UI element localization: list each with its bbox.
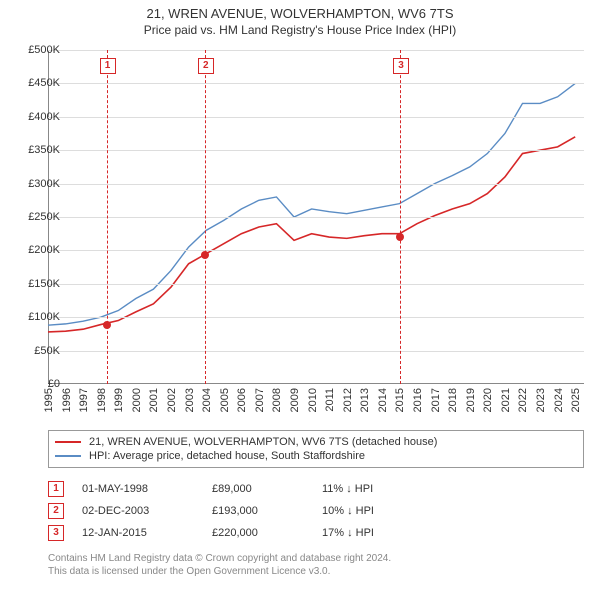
- x-axis-label: 2021: [500, 388, 512, 412]
- event-price: £220,000: [212, 527, 322, 539]
- event-diff: 17% ↓ HPI: [322, 527, 442, 539]
- event-row: 1 01-MAY-1998£89,00011% ↓ HPI: [48, 478, 584, 500]
- series-line: [48, 83, 575, 325]
- legend-item: HPI: Average price, detached house, Sout…: [55, 449, 577, 463]
- event-line: [400, 50, 401, 384]
- y-axis-label: £150K: [16, 278, 60, 290]
- event-marker: 3: [393, 58, 409, 74]
- x-axis-label: 2018: [447, 388, 459, 412]
- x-axis-label: 2024: [553, 388, 565, 412]
- gridline: [48, 351, 584, 352]
- x-axis-label: 2009: [289, 388, 301, 412]
- x-axis-label: 2020: [482, 388, 494, 412]
- legend-item: 21, WREN AVENUE, WOLVERHAMPTON, WV6 7TS …: [55, 435, 577, 449]
- event-dot: [201, 251, 209, 259]
- footer: Contains HM Land Registry data © Crown c…: [48, 552, 584, 578]
- event-diff: 11% ↓ HPI: [322, 483, 442, 495]
- x-axis-label: 2025: [570, 388, 582, 412]
- event-row: 2 02-DEC-2003£193,00010% ↓ HPI: [48, 500, 584, 522]
- y-axis-label: £300K: [16, 178, 60, 190]
- footer-line: This data is licensed under the Open Gov…: [48, 565, 584, 578]
- x-axis-label: 1997: [78, 388, 90, 412]
- x-axis-label: 1996: [61, 388, 73, 412]
- x-axis-label: 2001: [148, 388, 160, 412]
- series-line: [48, 137, 575, 332]
- x-axis-label: 2003: [184, 388, 196, 412]
- legend-label: 21, WREN AVENUE, WOLVERHAMPTON, WV6 7TS …: [89, 436, 437, 448]
- gridline: [48, 50, 584, 51]
- y-axis-label: £350K: [16, 144, 60, 156]
- gridline: [48, 284, 584, 285]
- x-axis-label: 2006: [236, 388, 248, 412]
- events-table: 1 01-MAY-1998£89,00011% ↓ HPI 2 02-DEC-2003…: [48, 478, 584, 544]
- legend-label: HPI: Average price, detached house, Sout…: [89, 450, 365, 462]
- x-axis-label: 1999: [113, 388, 125, 412]
- x-axis-label: 2019: [465, 388, 477, 412]
- x-axis-label: 1998: [96, 388, 108, 412]
- gridline: [48, 217, 584, 218]
- x-axis-label: 2014: [377, 388, 389, 412]
- y-axis-label: £500K: [16, 44, 60, 56]
- x-axis-label: 2015: [394, 388, 406, 412]
- x-axis-label: 2016: [412, 388, 424, 412]
- event-date: 12-JAN-2015: [82, 527, 212, 539]
- x-axis-label: 2017: [430, 388, 442, 412]
- y-axis-label: £250K: [16, 211, 60, 223]
- event-marker: 1: [100, 58, 116, 74]
- chart-area: 1 2 3: [48, 50, 584, 384]
- chart-title: 21, WREN AVENUE, WOLVERHAMPTON, WV6 7TS: [0, 0, 600, 21]
- gridline: [48, 317, 584, 318]
- y-axis-label: £50K: [16, 345, 60, 357]
- x-axis-label: 2023: [535, 388, 547, 412]
- legend-swatch: [55, 441, 81, 443]
- event-diff: 10% ↓ HPI: [322, 505, 442, 517]
- legend-swatch: [55, 455, 81, 457]
- event-num: 3: [48, 525, 64, 541]
- x-axis-label: 2010: [307, 388, 319, 412]
- x-axis-label: 2000: [131, 388, 143, 412]
- chart-subtitle: Price paid vs. HM Land Registry's House …: [0, 21, 600, 37]
- y-axis-label: £200K: [16, 244, 60, 256]
- gridline: [48, 150, 584, 151]
- footer-line: Contains HM Land Registry data © Crown c…: [48, 552, 584, 565]
- x-axis-label: 2022: [517, 388, 529, 412]
- x-axis-label: 2008: [271, 388, 283, 412]
- gridline: [48, 117, 584, 118]
- event-row: 3 12-JAN-2015£220,00017% ↓ HPI: [48, 522, 584, 544]
- x-axis-label: 2005: [219, 388, 231, 412]
- event-dot: [396, 233, 404, 241]
- x-axis-label: 1995: [43, 388, 55, 412]
- event-date: 02-DEC-2003: [82, 505, 212, 517]
- legend: 21, WREN AVENUE, WOLVERHAMPTON, WV6 7TS …: [48, 430, 584, 468]
- x-axis-label: 2007: [254, 388, 266, 412]
- y-axis-label: £100K: [16, 311, 60, 323]
- gridline: [48, 250, 584, 251]
- event-line: [205, 50, 206, 384]
- x-axis-label: 2012: [342, 388, 354, 412]
- event-dot: [103, 321, 111, 329]
- event-line: [107, 50, 108, 384]
- x-axis-label: 2004: [201, 388, 213, 412]
- event-price: £89,000: [212, 483, 322, 495]
- event-marker: 2: [198, 58, 214, 74]
- gridline: [48, 83, 584, 84]
- y-axis-label: £400K: [16, 111, 60, 123]
- event-num: 2: [48, 503, 64, 519]
- x-axis-label: 2002: [166, 388, 178, 412]
- event-num: 1: [48, 481, 64, 497]
- y-axis-label: £450K: [16, 77, 60, 89]
- event-price: £193,000: [212, 505, 322, 517]
- x-axis-label: 2013: [359, 388, 371, 412]
- x-axis-label: 2011: [324, 388, 336, 412]
- gridline: [48, 184, 584, 185]
- event-date: 01-MAY-1998: [82, 483, 212, 495]
- page: 21, WREN AVENUE, WOLVERHAMPTON, WV6 7TS …: [0, 0, 600, 590]
